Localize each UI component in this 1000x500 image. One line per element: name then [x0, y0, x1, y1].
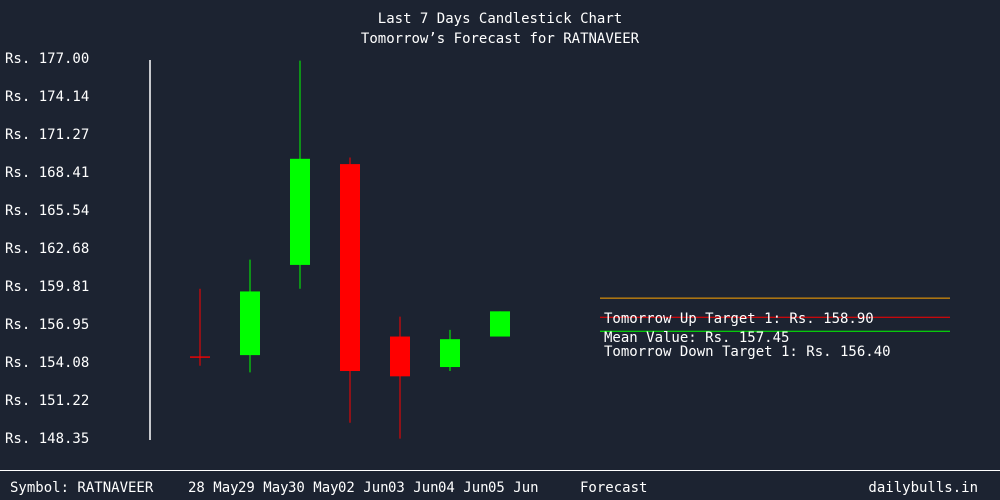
candle-body: [490, 311, 510, 337]
footer-bar: Symbol: RATNAVEER 28 May 29 May 30 May 02 J…: [0, 470, 1000, 500]
x-tick-label: 28 May: [188, 480, 239, 496]
y-tick-label: Rs. 168.41: [5, 165, 89, 181]
x-tick-label: 03 Jun: [388, 480, 439, 496]
symbol-label: Symbol: RATNAVEER: [10, 480, 154, 496]
y-tick-label: Rs. 151.22: [5, 393, 89, 409]
y-tick-label: Rs. 171.27: [5, 127, 89, 143]
brand-label: dailybulls.in: [868, 480, 978, 496]
x-tick-label: 04 Jun: [438, 480, 489, 496]
y-tick-label: Rs. 165.54: [5, 203, 89, 219]
y-tick-label: Rs. 154.08: [5, 355, 89, 371]
forecast-group: Tomorrow Up Target 1: Rs. 158.90 Mean Val…: [600, 297, 950, 360]
y-axis-ticks: Rs. 177.00 Rs. 174.14 Rs. 171.27 Rs. 168.41…: [5, 51, 89, 447]
x-tick-label: 30 May: [288, 480, 339, 496]
forecast-label: Forecast: [580, 480, 648, 496]
candle-body: [390, 336, 410, 377]
x-tick-label: 02 Jun: [338, 480, 389, 496]
candle-body: [190, 356, 210, 358]
x-tick-label: 05 Jun: [488, 480, 539, 496]
y-tick-label: Rs. 177.00: [5, 51, 89, 67]
forecast-down-text: Tomorrow Down Target 1: Rs. 156.40: [604, 344, 891, 360]
candle-body: [340, 164, 360, 372]
x-tick-label: 29 May: [238, 480, 289, 496]
y-tick-label: Rs. 162.68: [5, 241, 89, 257]
candlestick-chart: Last 7 Days Candlestick Chart Tomorrow’s…: [5, 11, 950, 447]
y-tick-label: Rs. 148.35: [5, 431, 89, 447]
forecast-mean-text: Mean Value: Rs. 157.45: [604, 330, 789, 346]
y-tick-label: Rs. 174.14: [5, 89, 89, 105]
chart-subtitle: Tomorrow’s Forecast for RATNAVEER: [361, 31, 640, 47]
y-tick-label: Rs. 156.95: [5, 317, 89, 333]
y-tick-label: Rs. 159.81: [5, 279, 89, 295]
forecast-up-text: Tomorrow Up Target 1: Rs. 158.90: [604, 311, 874, 327]
candle-body: [240, 291, 260, 356]
chart-title: Last 7 Days Candlestick Chart: [378, 11, 622, 27]
candles: [190, 60, 510, 439]
candle-body: [440, 339, 460, 368]
candle-body: [290, 158, 310, 265]
